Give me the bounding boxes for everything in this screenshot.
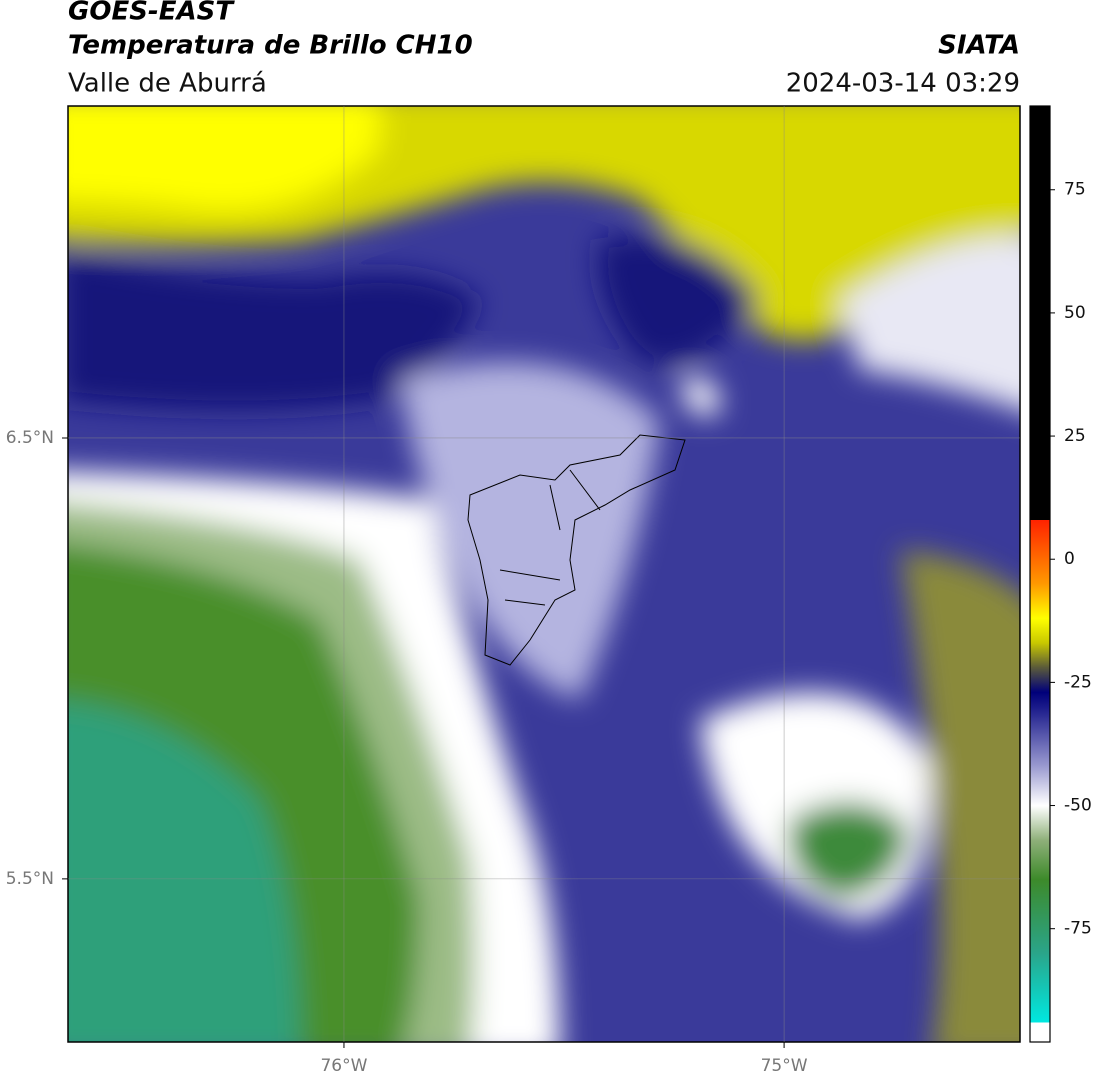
- x-tick-label: 75°W: [761, 1056, 808, 1076]
- colorbar-tick-label: 50: [1064, 303, 1086, 323]
- colorbar-tick-label: 0: [1064, 549, 1075, 569]
- colorbar-tick-label: -25: [1064, 672, 1092, 692]
- y-tick-label: 5.5°N: [6, 869, 54, 889]
- colorbar-tick-label: 25: [1064, 426, 1086, 446]
- region: Valle de Aburrá: [68, 69, 267, 99]
- subtitle: Temperatura de Brillo CH10: [68, 31, 473, 61]
- datetime: 2024-03-14 03:29: [786, 69, 1020, 99]
- map-frame: [67, 105, 1021, 1043]
- colorbar-tick-label: -50: [1064, 796, 1092, 816]
- boundary: [467, 434, 686, 666]
- source: SIATA: [938, 31, 1020, 61]
- map-image: [68, 106, 1020, 1042]
- title: GOES-EAST: [68, 0, 235, 27]
- x-tick-label: 76°W: [320, 1056, 367, 1076]
- y-tick-label: 6.5°N: [6, 428, 54, 448]
- colorbar: [1029, 105, 1051, 1043]
- colorbar-tick-label: 75: [1064, 180, 1086, 200]
- colorbar-tick-label: -75: [1064, 919, 1092, 939]
